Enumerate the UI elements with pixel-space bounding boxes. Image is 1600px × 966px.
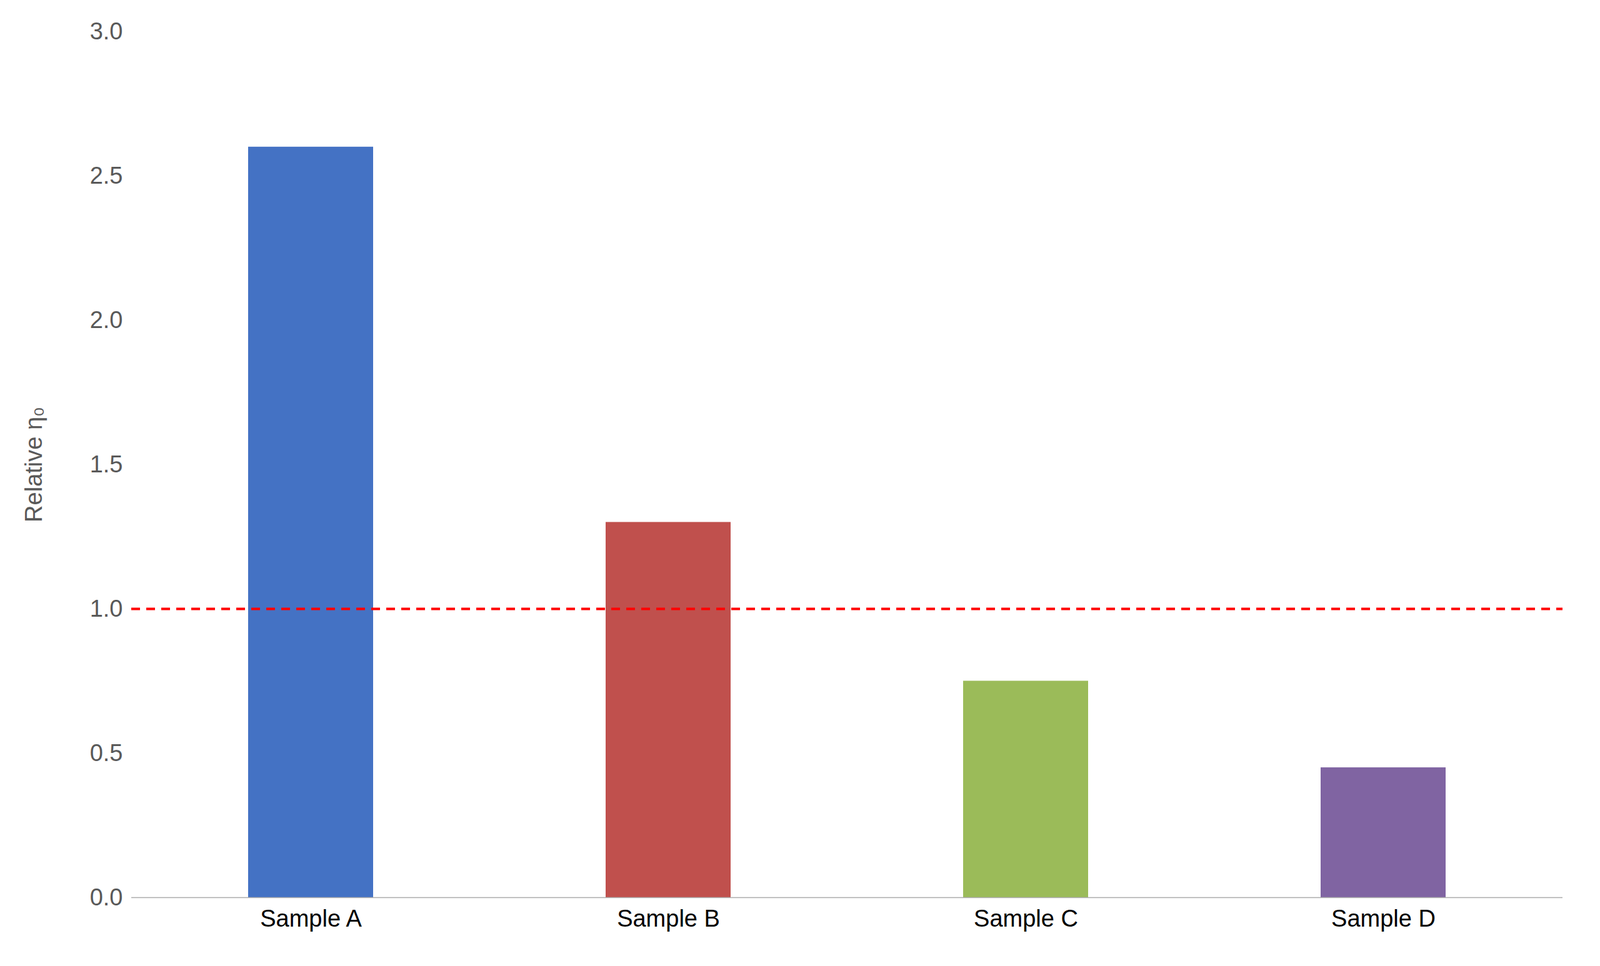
svg-text:Sample C: Sample C bbox=[973, 905, 1079, 932]
svg-text:0.5: 0.5 bbox=[90, 740, 124, 767]
svg-text:Sample D: Sample D bbox=[1331, 905, 1436, 932]
svg-text:Sample B: Sample B bbox=[616, 905, 720, 932]
svg-text:1.5: 1.5 bbox=[90, 451, 124, 478]
svg-text:2.0: 2.0 bbox=[90, 306, 124, 334]
svg-text:0.0: 0.0 bbox=[90, 884, 124, 911]
svg-text:Relative η₀: Relative η₀ bbox=[20, 406, 47, 523]
svg-text:1.0: 1.0 bbox=[90, 595, 124, 622]
svg-text:Sample A: Sample A bbox=[260, 905, 362, 932]
svg-text:3.0: 3.0 bbox=[90, 18, 124, 45]
svg-text:2.5: 2.5 bbox=[90, 162, 124, 189]
